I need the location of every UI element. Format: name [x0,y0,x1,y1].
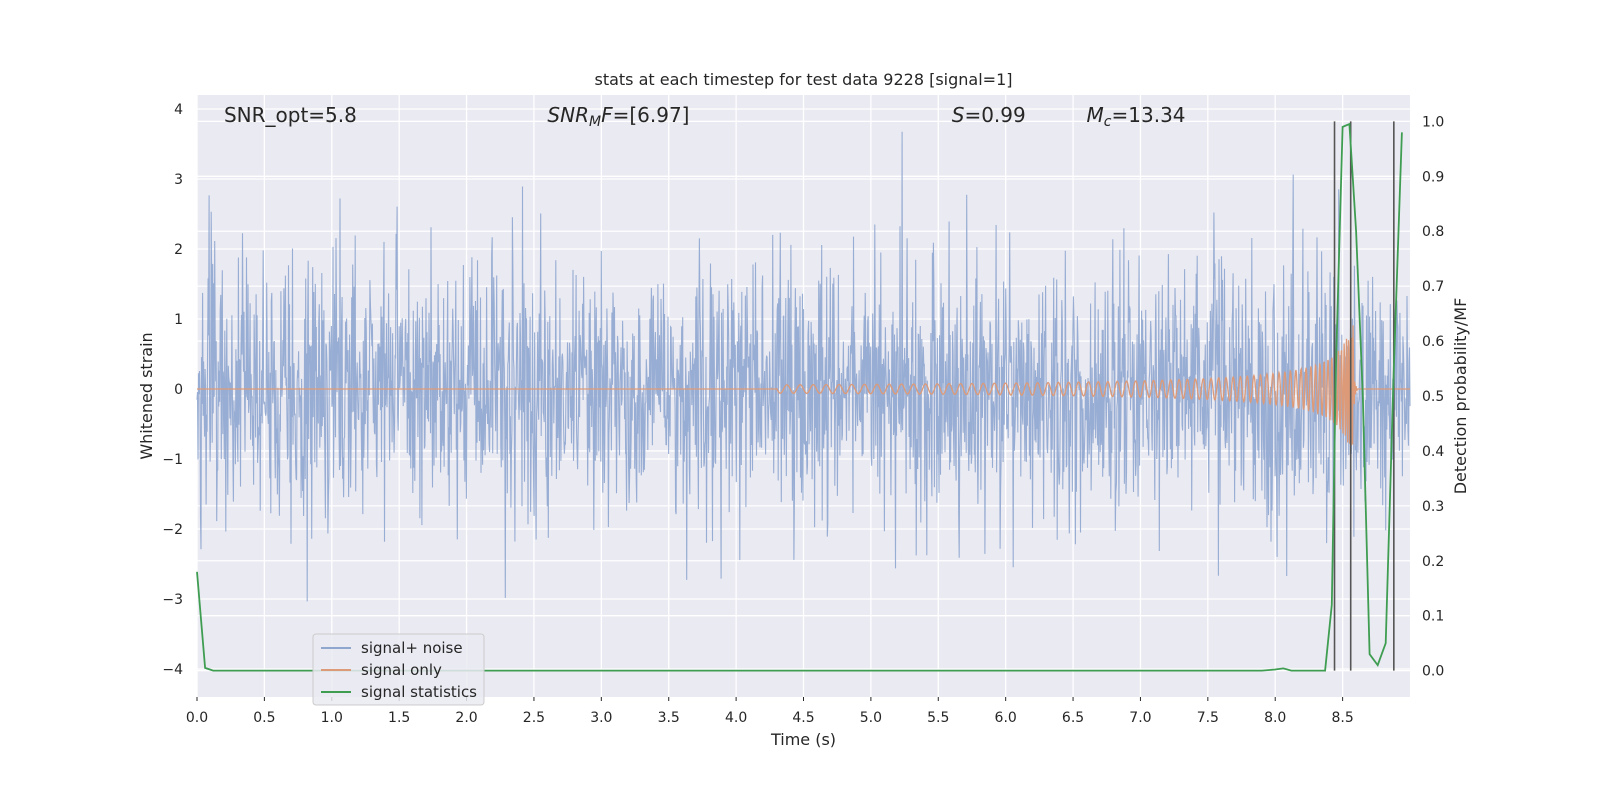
y-tick-label-right: 1.0 [1422,114,1444,130]
legend-item-signal-only: signal only [321,661,442,679]
legend-label: signal statistics [361,683,477,701]
axes: 0.0 0.5 1.0 1.5 2.0 2.5 3.0 3.5 4.0 4.5 5.0 5.5 6.0 6… [162,102,1444,726]
annotation-mc: Mc=13.34 [1087,103,1186,130]
y-tick-label-left: 3 [174,172,183,188]
x-tick-label: 6.5 [1062,710,1084,726]
signal-plus-noise-line [196,131,1411,602]
x-tick-label: 0.5 [253,710,275,726]
x-tick-label: 2.5 [523,710,545,726]
x-tick-label: 4.0 [725,710,747,726]
y-tick-label-left: −2 [162,522,183,538]
y-tick-label-left: 4 [174,102,183,118]
y-tick-label-right: 0.6 [1422,334,1444,350]
signal-plus-noise-series [196,131,1411,602]
y-tick-label-right: 0.3 [1422,499,1444,515]
x-tick-label: 0.0 [186,710,208,726]
y-tick-label-left: 2 [174,242,183,258]
y-tick-label-left: 0 [174,382,183,398]
x-tick-label: 2.0 [455,710,477,726]
x-tick-label: 5.5 [927,710,949,726]
y-axis-label-right: Detection probability/MF [1451,298,1470,495]
x-tick-label: 6.0 [995,710,1017,726]
legend-item-signal-noise: signal+ noise [321,639,463,657]
x-tick-label: 7.0 [1129,710,1151,726]
legend: signal+ noise signal only signal statist… [312,633,485,706]
signal-only-line [197,325,1410,446]
y-tick-label-right: 0.5 [1422,389,1444,405]
y-tick-label-right: 0.1 [1422,609,1444,625]
x-tick-label: 8.0 [1264,710,1286,726]
y-tick-label-right: 0.0 [1422,664,1444,680]
annotation-s: S=0.99 [952,103,1026,127]
y-tick-label-right: 0.8 [1422,224,1444,240]
x-axis-label: Time (s) [770,730,836,749]
x-tick-label: 4.5 [792,710,814,726]
signal-only-series [197,325,1410,446]
y-tick-label-left: −4 [162,662,183,678]
x-tick-label: 8.5 [1331,710,1353,726]
annotations: SNR_opt=5.8 SNRMF=[6.97] S=0.99 Mc=13.34 [224,103,1186,130]
y-axis-label-left: Whitened strain [137,332,156,459]
y-tick-label-right: 0.7 [1422,279,1444,295]
x-tick-label: 3.5 [658,710,680,726]
x-tick-label: 5.0 [860,710,882,726]
legend-box [312,633,485,706]
y-tick-label-left: −1 [162,452,183,468]
y-tick-label-left: −3 [162,592,183,608]
annotation-snr-mf: SNRMF=[6.97] [547,103,689,130]
x-tick-label: 3.0 [590,710,612,726]
annotation-snr-opt: SNR_opt=5.8 [224,103,357,127]
y-tick-label-left: 1 [174,312,183,328]
y-tick-label-right: 0.9 [1422,169,1444,185]
legend-item-signal-statistics: signal statistics [321,683,477,701]
legend-label: signal+ noise [361,639,463,657]
chart-title: stats at each timestep for test data 922… [594,70,1012,89]
x-tick-label: 1.0 [321,710,343,726]
y-tick-label-right: 0.4 [1422,444,1444,460]
x-tick-label: 1.5 [388,710,410,726]
legend-label: signal only [361,661,442,679]
y-tick-label-right: 0.2 [1422,554,1444,570]
x-tick-label: 7.5 [1197,710,1219,726]
